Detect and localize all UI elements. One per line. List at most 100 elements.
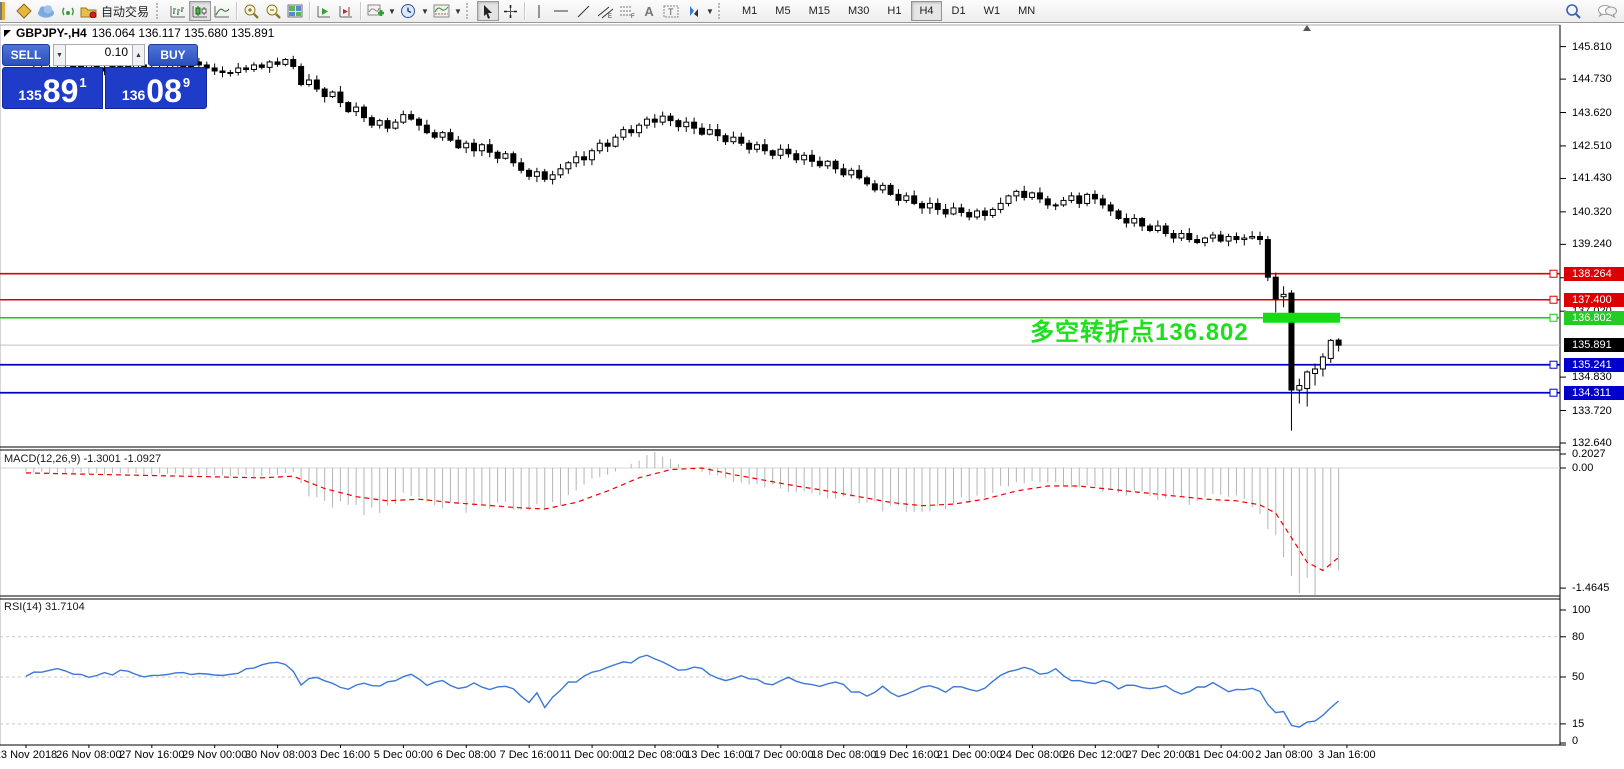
new-order-icon[interactable] <box>13 1 35 21</box>
candle <box>738 132 745 146</box>
periods-caret-icon[interactable]: ▼ <box>421 6 429 16</box>
vertical-line-icon[interactable] <box>528 1 550 21</box>
text-icon[interactable]: A <box>644 3 654 19</box>
highlight-rectangle[interactable] <box>1263 312 1340 323</box>
mql5-cloud-icon[interactable] <box>35 1 57 21</box>
trendline-icon[interactable] <box>572 1 594 21</box>
price-line-label[interactable]: 135.241 <box>1564 357 1624 372</box>
tile-windows-icon[interactable] <box>284 1 306 21</box>
candle <box>1296 378 1303 404</box>
candle <box>235 62 242 76</box>
equidistant-channel-icon[interactable]: E <box>594 1 616 21</box>
candle <box>785 144 792 158</box>
candle <box>832 159 839 174</box>
line-end-marker[interactable] <box>1549 388 1558 397</box>
timeframe-D1[interactable]: D1 <box>951 5 966 17</box>
line-end-marker[interactable] <box>1549 313 1558 322</box>
candle <box>722 133 729 146</box>
candle <box>1029 191 1036 200</box>
price-line-label[interactable]: 134.311 <box>1564 385 1624 400</box>
fibonacci-icon[interactable]: F <box>616 1 638 21</box>
zoom-out-icon[interactable] <box>262 1 284 21</box>
signals-icon[interactable] <box>57 1 79 21</box>
sell-price-panel[interactable]: 135 89 1 <box>2 67 103 109</box>
periods-clock-icon[interactable] <box>397 1 419 21</box>
svg-text:F: F <box>631 14 635 19</box>
timeframe-M30[interactable]: M30 <box>847 5 870 17</box>
candle <box>219 66 226 78</box>
indicators-add-icon[interactable] <box>364 1 386 21</box>
search-icon[interactable] <box>1562 1 1584 21</box>
candle <box>926 197 933 214</box>
macd-axis-label: 0.00 <box>1572 462 1594 474</box>
templates-icon[interactable] <box>430 1 452 21</box>
candle <box>997 197 1004 214</box>
time-axis-label: 13 Dec 16:00 <box>685 749 751 761</box>
time-axis-label: 5 Dec 00:00 <box>373 749 434 761</box>
bar-chart-icon[interactable] <box>167 1 189 21</box>
price-line-label[interactable]: 135.891 <box>1564 338 1624 353</box>
candle <box>942 204 949 218</box>
candle <box>1115 208 1122 220</box>
indicators-caret-icon[interactable]: ▼ <box>388 6 396 16</box>
timeframe-H1[interactable]: H1 <box>887 5 902 17</box>
arrows-icon[interactable] <box>682 1 704 21</box>
price-line-label[interactable]: 136.802 <box>1564 310 1624 325</box>
timeframe-W1[interactable]: W1 <box>983 5 1001 17</box>
scroll-marker-icon[interactable] <box>1303 25 1311 31</box>
price-line-label[interactable]: 138.264 <box>1564 266 1624 281</box>
buy-price-panel[interactable]: 136 08 9 <box>105 67 207 109</box>
candle <box>1036 187 1043 204</box>
timeframe-MN[interactable]: MN <box>1018 5 1036 17</box>
templates-caret-icon[interactable]: ▼ <box>454 6 462 16</box>
candle <box>604 139 611 152</box>
candle <box>801 152 808 165</box>
cursor-icon[interactable] <box>477 1 500 21</box>
candle <box>612 134 619 148</box>
autotrading-label[interactable]: 自动交易 <box>101 4 150 19</box>
text-label-icon[interactable]: T <box>660 1 682 21</box>
candle <box>478 142 485 157</box>
timeframe-H4[interactable]: H4 <box>911 1 942 21</box>
time-axis-label: 26 Dec 12:00 <box>1062 749 1129 761</box>
candle <box>651 114 658 128</box>
svg-text:E: E <box>608 14 612 19</box>
chart-shift-icon[interactable] <box>335 1 357 21</box>
arrows-caret-icon[interactable]: ▼ <box>706 6 714 16</box>
candle <box>1068 192 1075 204</box>
line-end-marker[interactable] <box>1549 360 1558 369</box>
lot-increase-button[interactable]: ▲ <box>132 44 145 66</box>
candle <box>1335 338 1342 352</box>
candle <box>565 161 572 174</box>
time-axis-label: 11 Dec 00:00 <box>559 749 625 761</box>
price-line-label[interactable]: 137.400 <box>1564 292 1624 307</box>
buy-button[interactable]: BUY <box>148 44 198 66</box>
time-axis-label: 12 Dec 08:00 <box>622 749 688 761</box>
line-end-marker[interactable] <box>1549 269 1558 278</box>
sell-button[interactable]: SELL <box>2 44 50 66</box>
line-end-marker[interactable] <box>1549 295 1558 304</box>
autotrading-folder-icon[interactable] <box>79 1 97 21</box>
chat-icon[interactable] <box>1596 1 1618 21</box>
price-axis-label: 142.510 <box>1572 139 1612 152</box>
candle <box>290 55 297 70</box>
macd-label: MACD(12,26,9) -1.3001 -1.0927 <box>4 453 162 465</box>
timeframe-M15[interactable]: M15 <box>808 5 830 17</box>
candle <box>526 168 533 181</box>
zoom-in-icon[interactable] <box>240 1 262 21</box>
lot-size-input[interactable]: 0.10 <box>66 44 132 66</box>
timeframe-M5[interactable]: M5 <box>775 5 791 17</box>
time-axis-label: 27 Nov 16:00 <box>119 749 185 761</box>
lot-decrease-button[interactable]: ▼ <box>53 44 66 66</box>
line-chart-icon[interactable] <box>211 1 233 21</box>
candle <box>329 90 336 98</box>
crosshair-icon[interactable] <box>499 1 521 21</box>
auto-scroll-icon[interactable] <box>313 1 335 21</box>
horizontal-line-icon[interactable] <box>550 1 572 21</box>
timeframe-M1[interactable]: M1 <box>742 5 758 17</box>
candle <box>746 139 753 154</box>
time-axis-label: 17 Dec 00:00 <box>748 749 814 761</box>
candlestick-chart-icon[interactable] <box>189 1 212 21</box>
candle <box>840 163 847 178</box>
